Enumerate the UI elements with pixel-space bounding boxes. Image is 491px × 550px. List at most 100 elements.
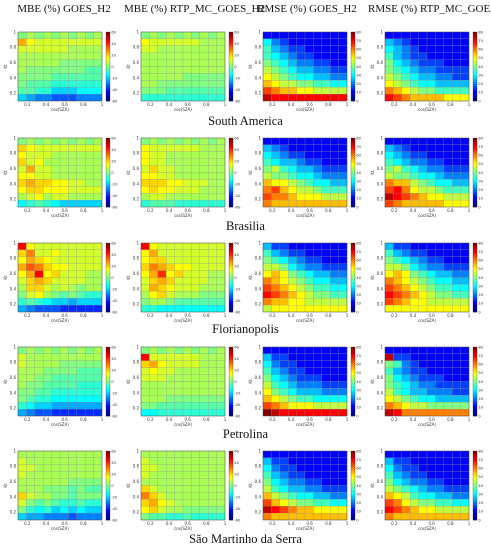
heatmap-cell [182,242,192,251]
colorbar-step [229,150,233,154]
heatmap-cell [401,464,411,472]
heatmap-cell [43,298,52,306]
colorbar-step [351,170,355,173]
heatmap-cell [68,471,77,479]
colorbar-step [351,355,355,359]
colorbar-step [351,92,355,95]
heatmap-cell [321,270,331,278]
heatmap-cell [279,381,289,389]
heatmap-cell [174,172,184,180]
heatmap-cells [17,450,103,521]
heatmap-cell [321,471,331,479]
heatmap-cell [43,346,52,355]
heatmap-cell [26,45,35,53]
heatmap-cell [330,193,339,201]
heatmap-cell [43,408,52,417]
heatmap-cell [443,256,453,264]
heatmap-cell [452,270,461,278]
colorbar-step [351,262,355,265]
heatmap-cell [296,450,306,459]
colorbar-step [106,268,110,272]
heatmap-cell [43,242,52,251]
heatmap-cell [140,485,150,493]
heatmap-cell [393,270,402,278]
heatmap-cell [166,471,175,479]
heatmap-cell [401,346,411,355]
heatmap-cell [426,45,436,53]
x-tick-label: 1 [468,521,471,526]
heatmap-cell [304,80,314,88]
heatmap-cell [460,346,470,355]
heatmap-cell [393,478,402,486]
colorbar-step [473,398,477,402]
heatmap-cell [443,304,453,313]
heatmap-cell [76,144,86,152]
heatmap-cell [85,478,94,486]
heatmap-cell [271,256,280,264]
heatmap-cell [34,93,44,102]
heatmap-cell [17,242,27,251]
colorbar-step [473,396,477,400]
heatmap-cell [34,151,44,159]
colorbar-step [351,96,355,100]
heatmap-cell [59,304,69,313]
plot-frame [384,450,470,521]
heatmap-cell [149,512,158,521]
heatmap-cell [43,284,52,292]
colorbar-step [351,88,355,91]
colorbar-step [351,150,355,154]
heatmap-cell [338,388,348,396]
heatmap-cell [435,158,444,166]
heatmap-cell [384,199,394,208]
colorbar-step [106,260,110,263]
heatmap-cell [93,31,103,40]
y-tick-label: 1 [258,448,261,453]
heatmap-cell [166,186,175,194]
heatmap-cell [17,277,27,285]
heatmap-cell [452,298,461,306]
colorbar-step [351,62,355,65]
y-tick-label: 0.2 [10,91,17,96]
heatmap-cell [410,277,419,285]
heatmap-cell [17,506,27,514]
heatmap-cell [157,485,167,493]
heatmap-cell [296,478,306,486]
heatmap-cell [140,277,150,285]
heatmap-cell [199,80,209,88]
heatmap-cell [93,506,103,514]
colorbar-step [106,96,110,100]
heatmap-cell [262,457,272,465]
heatmap-cell [330,158,339,166]
heatmap-cell [17,38,27,46]
heatmap-cell [452,408,461,417]
y-tick-label: 1 [136,344,139,349]
colorbar-step [106,355,110,359]
heatmap-cell [85,353,94,361]
heatmap-cell [199,38,209,46]
heatmap-cell [85,360,94,368]
colorbar [351,243,355,313]
heatmap-cell [174,263,184,271]
heatmap-cell [157,381,167,389]
y-tick-label: 0.2 [377,406,384,411]
heatmap-cell [271,144,280,152]
heatmap-cell [460,73,470,81]
heatmap-cell [140,457,150,465]
heatmap-cell [59,360,69,368]
heatmap-cell [26,93,35,102]
heatmap-cell [384,402,394,410]
colorbar-step [229,34,233,37]
heatmap-cell [338,471,348,479]
heatmap-cell [384,256,394,264]
colorbar-tick-label: -40 [234,298,241,303]
y-axis-label: Kt [3,275,8,280]
heatmap-cell [191,172,200,180]
colorbar-step [106,153,110,156]
colorbar-step [106,491,110,495]
heatmap-cell [321,402,331,410]
heatmap-cell [174,186,184,194]
heatmap-cell [191,151,200,159]
heatmap-cell [279,165,289,173]
heatmap-cell [262,284,272,292]
heatmap-cell [174,485,184,493]
